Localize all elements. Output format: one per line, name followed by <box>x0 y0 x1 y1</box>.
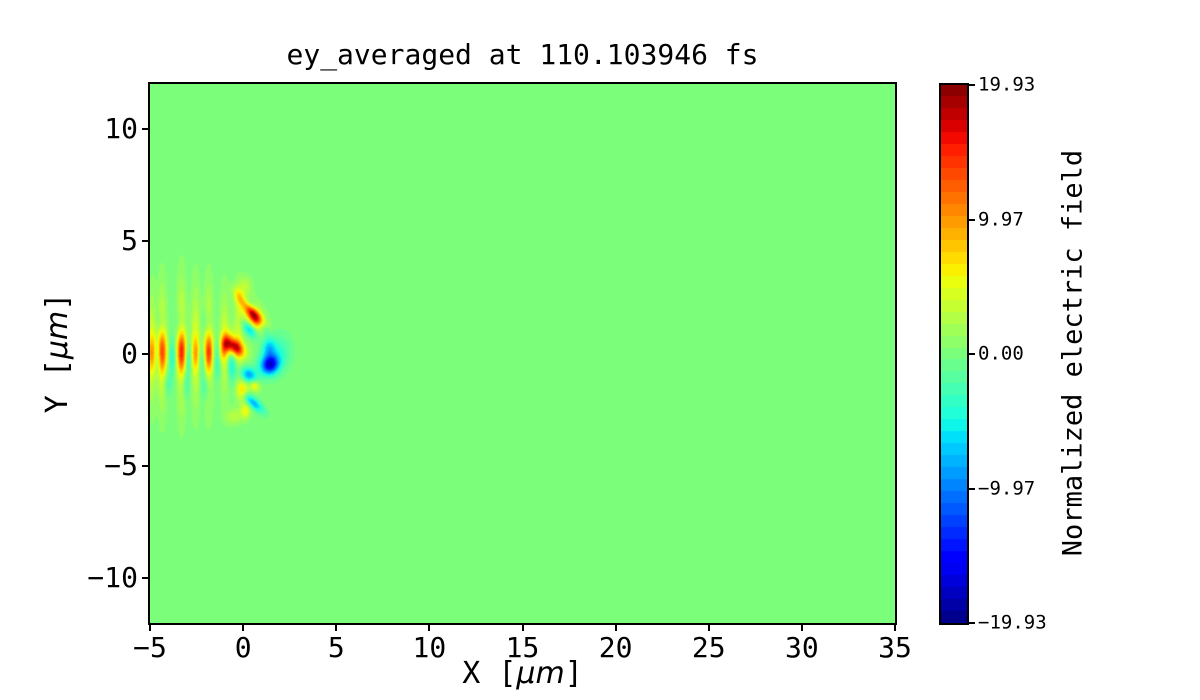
y-tick-label: 0 <box>121 336 138 370</box>
colorbar-tick-label: −9.97 <box>978 477 1036 499</box>
x-tick-label: 10 <box>412 631 447 664</box>
y-tick-mark <box>142 240 148 243</box>
colorbar-tick-label: 19.93 <box>978 73 1036 96</box>
x-axis-label-unit: μm <box>516 656 565 691</box>
y-tick-label: −10 <box>87 561 138 595</box>
x-tick-mark <box>428 625 431 631</box>
x-tick-label: 30 <box>785 631 819 664</box>
colorbar-tick-mark <box>969 622 975 624</box>
x-tick-mark <box>149 625 151 631</box>
x-tick-label: −5 <box>133 631 167 664</box>
y-axis-label-prefix: Y [ <box>40 359 75 414</box>
y-tick-mark <box>142 352 148 355</box>
x-tick-mark <box>335 625 338 631</box>
y-tick-mark <box>142 577 148 580</box>
colorbar-canvas <box>941 85 967 623</box>
x-tick-mark <box>707 625 710 631</box>
x-tick-label: 0 <box>234 631 252 664</box>
colorbar-label: Normalized electric field <box>1057 149 1089 557</box>
x-tick-label: 20 <box>598 631 633 664</box>
y-axis-label-suffix: ] <box>40 292 75 311</box>
colorbar-tick-mark <box>969 353 975 355</box>
x-tick-mark <box>242 625 245 631</box>
colorbar-tick-mark <box>969 218 975 221</box>
y-tick-mark <box>142 464 148 467</box>
x-tick-mark <box>800 625 803 631</box>
colorbar-tick-label: −19.93 <box>978 611 1047 634</box>
x-tick-label: 35 <box>878 631 912 664</box>
x-tick-label: 25 <box>691 631 726 664</box>
x-tick-label: 15 <box>505 631 540 664</box>
x-tick-label: 5 <box>327 631 345 664</box>
y-axis-label-unit: μm <box>40 310 75 360</box>
y-tick-label: 5 <box>121 224 138 258</box>
chart-title: ey_averaged at 110.103946 fs <box>286 38 759 71</box>
y-tick-label: 10 <box>104 111 138 145</box>
x-tick-mark <box>521 625 524 631</box>
x-axis-label-suffix: ] <box>564 656 583 691</box>
heatmap-canvas <box>150 84 895 623</box>
colorbar-tick-label: 9.97 <box>978 208 1024 230</box>
y-axis-label: Y [μm] <box>40 292 75 414</box>
x-axis-label: X [μm] <box>150 659 895 689</box>
x-axis-label-prefix: X [ <box>462 656 517 691</box>
colorbar-tick-mark <box>969 84 975 86</box>
x-tick-mark <box>614 625 617 631</box>
y-tick-mark <box>142 127 148 130</box>
x-tick-mark <box>894 625 896 631</box>
y-tick-label: −5 <box>104 448 138 482</box>
colorbar-tick-label: 0.00 <box>978 342 1024 365</box>
colorbar-tick-mark <box>969 487 975 490</box>
